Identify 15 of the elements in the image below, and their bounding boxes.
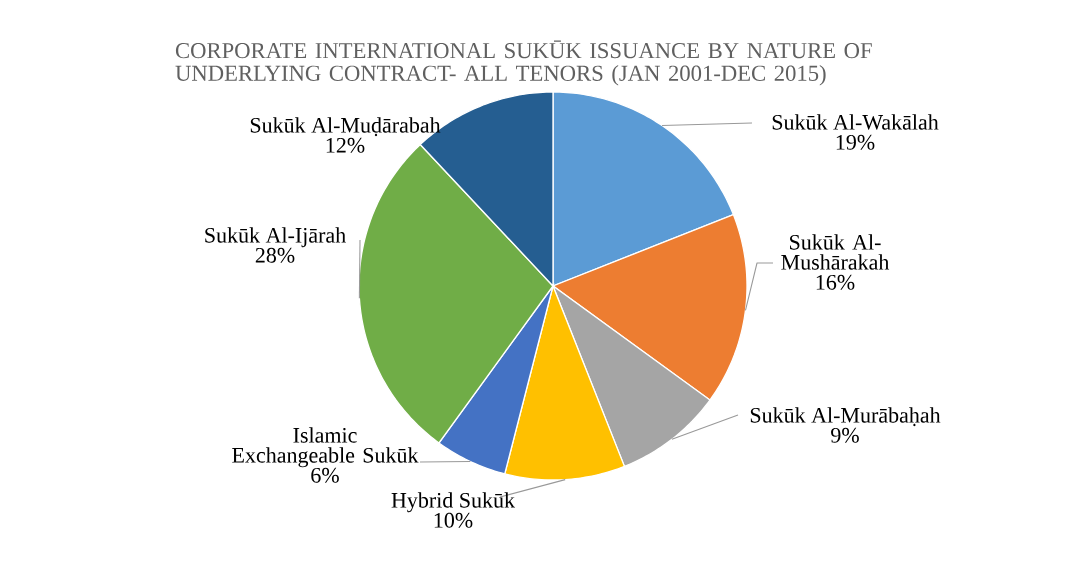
data-label: 16% [816, 274, 855, 290]
data-label: 28% [255, 247, 295, 263]
slice-label: Sukūk Al-Mushārakah [781, 234, 890, 270]
slice-label: Sukūk Al-Ijārah [205, 227, 346, 248]
slice-label: Sukūk Al-Murābaḥah [750, 407, 941, 427]
chart-title: CORPORATE INTERNATIONAL SUKŪK ISSUANCE BY NATURE OF UNDERLYING CONTRACT- ALL TENORS (JAN 2001-DEC 2015) [175, 40, 872, 86]
slice-label: Islamic Exchangeable Sukūk [232, 427, 419, 468]
data-label: 9% [831, 427, 859, 443]
slice-label: Hybrid Sukūk [391, 492, 516, 513]
slice-label: Sukūk Al-Wakālah [772, 114, 939, 130]
data-label: 12% [326, 137, 365, 153]
data-label: 6% [311, 467, 339, 483]
data-label: 10% [434, 512, 473, 528]
slice-label: Sukūk Al-Muḍārabah [250, 117, 441, 137]
data-label: 19% [836, 134, 875, 150]
